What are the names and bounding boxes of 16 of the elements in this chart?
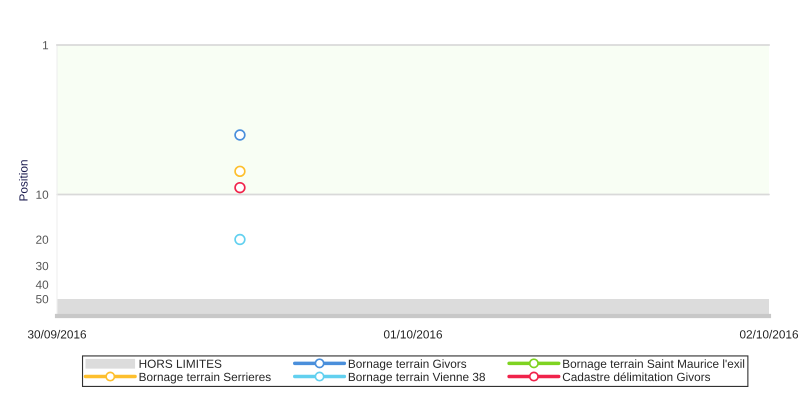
x-tick-label: 30/09/2016	[28, 330, 86, 339]
y-tick-label: 20	[36, 236, 48, 244]
x-tick-label: 02/10/2016	[740, 330, 798, 339]
y-tick-label: 50	[36, 295, 48, 304]
legend-label: HORS LIMITES	[140, 360, 222, 368]
legend-label: Cadastre délimitation Givors	[562, 372, 710, 382]
y-tick-label: 40	[36, 280, 48, 289]
y-tick-label: 30	[36, 262, 48, 270]
legend-label: Bornage terrain Givors	[348, 359, 466, 370]
legend-label: Bornage terrain Serrieres	[140, 372, 271, 384]
y-tick-label: 10	[36, 190, 48, 199]
x-tick-label: 01/10/2016	[384, 330, 442, 339]
legend-label: Bornage terrain Vienne 38	[348, 372, 485, 384]
y-axis-title: Position	[18, 160, 28, 201]
legend-label: Bornage terrain Saint Maurice l'exil	[563, 359, 744, 370]
y-tick-label: 1	[43, 41, 48, 50]
